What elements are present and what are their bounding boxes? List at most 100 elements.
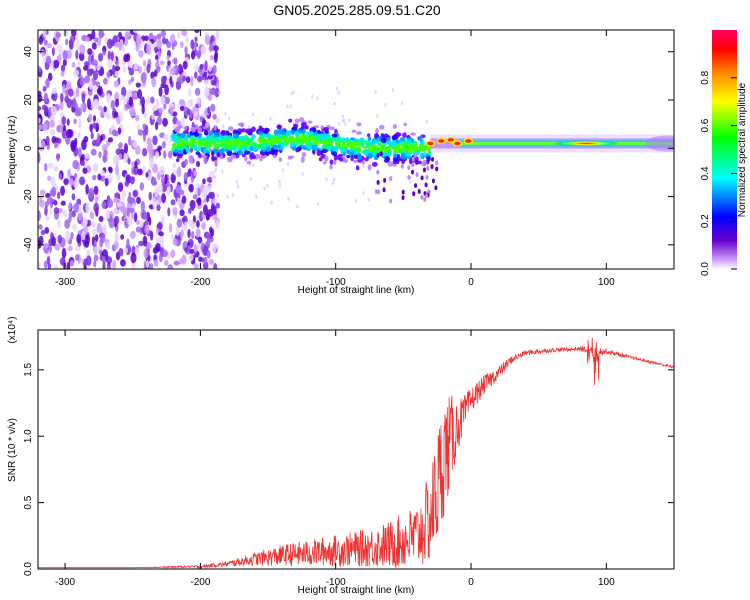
track-mark [312, 128, 317, 132]
noise-mark [156, 65, 161, 73]
noise-mark [168, 222, 173, 233]
noise-mark [128, 191, 132, 203]
noise-mark [202, 186, 208, 197]
track-mark [191, 126, 196, 133]
track-mark [392, 123, 397, 130]
noise-mark [110, 99, 116, 110]
track-mark [213, 143, 218, 149]
noise-mark [62, 59, 67, 67]
noise-mark [179, 209, 185, 217]
noise-mark [103, 105, 107, 113]
noise-mark [123, 54, 129, 63]
noise-mark [196, 50, 201, 60]
noise-mark [61, 116, 67, 126]
spectrogram-marks [38, 30, 674, 269]
track-mark [226, 156, 233, 163]
noise-mark [210, 79, 217, 86]
track-mark [400, 154, 407, 160]
noise-mark [90, 100, 96, 109]
noise-mark [160, 96, 166, 104]
track-mark [360, 141, 364, 148]
noise-mark [173, 260, 180, 266]
noise-mark [178, 63, 183, 72]
noise-mark [55, 32, 62, 38]
noise-mark [189, 248, 195, 254]
noise-mark [206, 176, 212, 183]
track-mark [285, 137, 291, 141]
noise-mark [38, 123, 43, 131]
noise-mark [120, 95, 125, 102]
scatter-mark [333, 101, 336, 106]
track-mark [426, 155, 431, 162]
noise-mark [176, 32, 181, 39]
track-mark [222, 136, 229, 141]
noise-mark [81, 92, 86, 104]
track-mark [175, 125, 181, 133]
track-mark [184, 136, 189, 143]
snr-y-multiplier: (x10⁴) [7, 316, 18, 343]
track-mark [397, 143, 401, 149]
scatter-mark [384, 102, 387, 107]
track-mark [194, 132, 199, 137]
noise-mark [38, 105, 42, 112]
noise-mark [167, 207, 171, 217]
noise-mark [207, 106, 211, 114]
noise-mark [140, 72, 147, 84]
noise-mark [180, 229, 184, 238]
noise-mark [89, 68, 95, 75]
noise-mark [70, 260, 75, 267]
noise-mark [215, 30, 220, 40]
noise-mark [158, 231, 164, 237]
spectrogram-y-tick-label: -20 [23, 189, 34, 204]
noise-mark [91, 139, 97, 147]
noise-mark [57, 219, 62, 229]
noise-mark [68, 39, 73, 50]
noise-mark [154, 151, 160, 160]
noise-mark [206, 238, 211, 249]
noise-mark [76, 39, 80, 51]
noise-mark [59, 123, 64, 133]
noise-mark [102, 77, 108, 85]
track-mark [220, 147, 225, 155]
noise-mark [162, 150, 167, 159]
noise-mark [123, 151, 128, 162]
noise-mark [143, 112, 148, 119]
track-mark [216, 128, 221, 133]
drip-mark [407, 175, 411, 180]
noise-mark [70, 140, 77, 150]
track-mark [302, 138, 309, 144]
track-mark [265, 146, 271, 153]
track-mark [261, 151, 266, 156]
noise-mark [212, 64, 217, 75]
track-mark [212, 156, 218, 161]
track-mark [254, 146, 259, 151]
noise-mark [168, 136, 172, 144]
noise-mark [96, 133, 101, 144]
scatter-mark [301, 171, 304, 176]
noise-mark [126, 238, 130, 250]
noise-mark [102, 50, 107, 56]
noise-mark [66, 118, 70, 126]
noise-mark [47, 162, 54, 169]
track-mark [386, 136, 391, 142]
drip-mark [377, 189, 381, 195]
noise-mark [168, 265, 172, 269]
noise-mark [194, 30, 200, 34]
track-mark [251, 141, 258, 148]
track-mark [180, 132, 186, 139]
noise-mark [94, 234, 99, 243]
noise-mark [215, 202, 220, 209]
spectrogram-x-tick-label: 100 [598, 277, 615, 288]
noise-mark [122, 46, 126, 53]
noise-mark [91, 42, 97, 50]
drip-mark [379, 151, 383, 157]
noise-mark [118, 142, 123, 149]
noise-mark [86, 249, 91, 257]
track-mark [309, 135, 315, 141]
noise-mark [71, 61, 76, 68]
track-mark [410, 138, 415, 144]
track-mark [182, 130, 189, 134]
scatter-mark [354, 198, 358, 203]
noise-mark [176, 218, 183, 228]
noise-mark [93, 259, 97, 268]
